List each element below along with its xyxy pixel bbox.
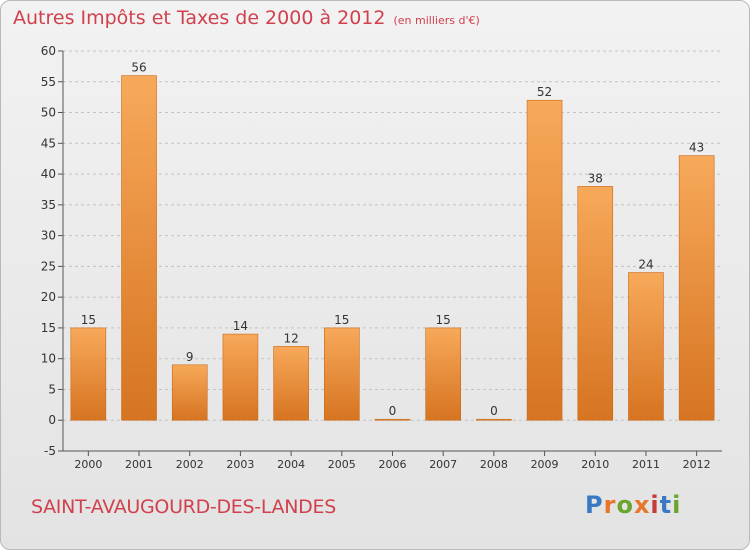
value-label: 9 xyxy=(186,350,194,364)
axes xyxy=(62,51,722,452)
x-axis-ticks: 2000 2001 2002 2003 2004 2005 2006 2007 2008 2009… xyxy=(74,451,711,471)
bar xyxy=(577,186,614,421)
y-tick-label: 50 xyxy=(41,106,56,120)
x-tick-label: 2000 xyxy=(74,458,102,471)
x-tick-label: 2011 xyxy=(632,458,660,471)
x-tick-label: 2003 xyxy=(226,458,254,471)
chart-unit: (en milliers d'€) xyxy=(393,14,480,27)
y-tick-label: 45 xyxy=(41,136,56,150)
value-label: 15 xyxy=(436,313,451,327)
bar xyxy=(324,327,360,421)
bar xyxy=(273,346,309,421)
logo-letter: t xyxy=(659,491,673,519)
x-tick-label: 2005 xyxy=(328,458,356,471)
y-tick-label: 30 xyxy=(41,229,56,243)
commune-name: SAINT-AVAUGOURD-DES-LANDES xyxy=(31,496,336,518)
x-tick-label: 2010 xyxy=(581,458,609,471)
bar xyxy=(628,272,664,421)
logo-letter: x xyxy=(633,491,651,519)
value-label: 0 xyxy=(490,404,498,418)
x-tick-label: 2004 xyxy=(277,458,305,471)
logo-letter: r xyxy=(603,491,617,519)
value-label: 43 xyxy=(689,141,704,155)
bar xyxy=(476,418,512,421)
y-tick-label: 60 xyxy=(41,44,56,58)
value-label: 12 xyxy=(283,331,298,345)
y-tick-label: -5 xyxy=(44,444,56,458)
y-tick-label: 40 xyxy=(41,167,56,181)
bar xyxy=(70,327,107,421)
logo-letter: P xyxy=(585,491,604,519)
chart-title: Autres Impôts et Taxes de 2000 à 2012 xyxy=(13,7,386,29)
bar xyxy=(526,99,563,421)
grid xyxy=(63,50,722,452)
x-tick-label: 2006 xyxy=(379,458,407,471)
x-tick-label: 2007 xyxy=(429,458,457,471)
bar xyxy=(374,418,411,421)
logo-letter: o xyxy=(616,491,634,519)
y-axis-ticks: -5 0 5 10 15 20 25 30 35 40 45 50 55 60 xyxy=(41,44,63,458)
value-label: 15 xyxy=(81,313,96,327)
logo-letter: i xyxy=(650,491,660,519)
bars xyxy=(70,75,715,421)
y-tick-label: 0 xyxy=(48,413,56,427)
bar xyxy=(425,327,461,421)
logo-letter: i xyxy=(672,491,682,519)
bar xyxy=(678,155,715,421)
value-label: 38 xyxy=(588,171,603,185)
x-tick-label: 2002 xyxy=(176,458,204,471)
y-tick-label: 25 xyxy=(41,259,56,273)
value-label: 15 xyxy=(334,313,349,327)
x-tick-label: 2009 xyxy=(531,458,559,471)
x-tick-label: 2001 xyxy=(125,458,153,471)
value-label: 24 xyxy=(638,258,653,272)
value-label: 0 xyxy=(389,404,397,418)
x-tick-label: 2012 xyxy=(683,458,711,471)
value-label: 52 xyxy=(537,85,552,99)
value-label: 14 xyxy=(233,319,248,333)
y-tick-label: 35 xyxy=(41,198,56,212)
y-tick-label: 10 xyxy=(41,352,56,366)
title-row: Autres Impôts et Taxes de 2000 à 2012 (en… xyxy=(13,7,480,29)
value-labels: 15 56 9 14 12 15 0 15 0 52 38 24 43 xyxy=(81,61,705,419)
x-tick-label: 2008 xyxy=(480,458,508,471)
y-tick-label: 20 xyxy=(41,290,56,304)
y-tick-label: 5 xyxy=(48,382,56,396)
value-label: 56 xyxy=(131,61,146,75)
bar xyxy=(222,333,259,421)
y-tick-label: 55 xyxy=(41,75,56,89)
proxiti-logo[interactable]: Proxiti xyxy=(585,491,681,519)
bar xyxy=(171,364,208,421)
bar xyxy=(121,75,157,421)
y-tick-label: 15 xyxy=(41,321,56,335)
